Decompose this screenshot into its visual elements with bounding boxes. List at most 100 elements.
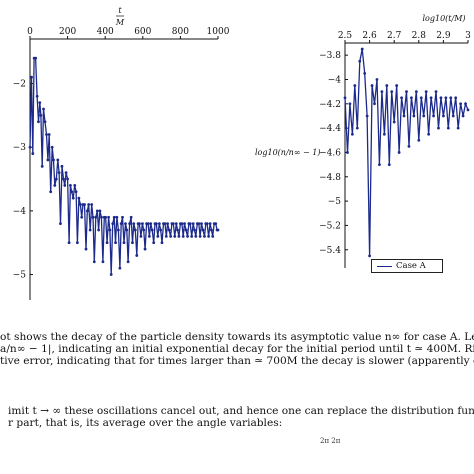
data-point bbox=[77, 196, 81, 200]
data-point bbox=[37, 120, 40, 124]
data-point bbox=[385, 84, 389, 87]
y-tick-label: −4.2 bbox=[319, 100, 341, 110]
data-point bbox=[456, 126, 460, 130]
data-point bbox=[154, 222, 158, 226]
data-point bbox=[91, 215, 95, 219]
data-point bbox=[188, 222, 192, 226]
data-point bbox=[69, 184, 72, 187]
data-point bbox=[57, 171, 61, 175]
data-point bbox=[358, 59, 362, 63]
data-point bbox=[143, 247, 147, 251]
data-point bbox=[184, 228, 188, 232]
caption-line-1: ot shows the decay of the particle densi… bbox=[0, 331, 474, 343]
data-point bbox=[108, 228, 112, 232]
x-tick-label: 0 bbox=[27, 27, 33, 37]
data-point bbox=[122, 241, 126, 245]
data-point bbox=[166, 222, 170, 226]
x-tick-label: 600 bbox=[134, 27, 151, 37]
data-point bbox=[346, 151, 349, 154]
data-point bbox=[380, 90, 384, 94]
data-point bbox=[49, 190, 53, 194]
data-point bbox=[87, 203, 91, 206]
data-point bbox=[190, 234, 194, 238]
data-point bbox=[73, 184, 77, 187]
data-point bbox=[85, 209, 89, 213]
data-point bbox=[464, 102, 467, 106]
data-point bbox=[171, 222, 175, 226]
data-point bbox=[94, 215, 98, 219]
data-point bbox=[132, 222, 136, 226]
data-point bbox=[360, 47, 364, 51]
data-point bbox=[74, 190, 78, 194]
data-point bbox=[142, 228, 146, 232]
x-axis-label-denominator: M bbox=[115, 18, 125, 27]
data-point bbox=[50, 145, 54, 149]
data-point bbox=[88, 228, 92, 232]
data-point bbox=[128, 222, 132, 226]
data-point bbox=[111, 222, 115, 226]
data-point bbox=[444, 96, 448, 100]
data-point bbox=[105, 241, 109, 245]
data-point bbox=[60, 164, 64, 168]
x-tick-label: 1000 bbox=[207, 27, 230, 37]
data-point bbox=[109, 273, 113, 276]
data-point bbox=[439, 96, 443, 100]
data-point bbox=[98, 209, 102, 213]
data-point bbox=[157, 222, 161, 226]
data-point bbox=[466, 108, 470, 112]
data-point bbox=[124, 222, 127, 226]
data-point bbox=[461, 114, 465, 118]
legend: Case A bbox=[371, 259, 443, 273]
data-point bbox=[173, 234, 177, 238]
x-tick-label: 2.7 bbox=[387, 31, 402, 41]
data-point bbox=[95, 209, 99, 213]
data-point bbox=[400, 96, 403, 100]
data-point bbox=[118, 266, 122, 270]
data-point bbox=[97, 228, 101, 232]
data-point bbox=[177, 234, 181, 238]
legend-swatch bbox=[377, 266, 392, 267]
data-point bbox=[407, 144, 411, 148]
caption-line-3: tive error, indicating that for times la… bbox=[0, 355, 474, 367]
data-point bbox=[203, 234, 206, 238]
data-point bbox=[115, 215, 119, 219]
data-point bbox=[146, 222, 150, 226]
data-point bbox=[363, 72, 367, 75]
data-point bbox=[198, 234, 202, 238]
data-point bbox=[30, 75, 33, 79]
data-point bbox=[382, 132, 386, 136]
data-point bbox=[83, 203, 86, 206]
data-point bbox=[28, 145, 32, 149]
data-point bbox=[194, 234, 198, 238]
data-point bbox=[197, 222, 201, 226]
data-point bbox=[45, 133, 48, 136]
data-point bbox=[397, 151, 401, 154]
data-point bbox=[78, 203, 82, 206]
data-point bbox=[100, 215, 103, 219]
data-point bbox=[116, 228, 120, 232]
x-tick-label: 200 bbox=[59, 27, 76, 37]
data-point bbox=[365, 114, 369, 118]
x-tick-label: 800 bbox=[172, 27, 189, 37]
data-point bbox=[129, 215, 133, 219]
data-point bbox=[43, 120, 47, 124]
y-tick-label: −4.8 bbox=[319, 173, 341, 183]
data-point bbox=[375, 78, 379, 81]
data-point bbox=[449, 96, 453, 100]
data-point bbox=[200, 222, 203, 226]
data-point bbox=[442, 114, 445, 118]
data-point bbox=[355, 126, 359, 130]
data-point bbox=[119, 222, 123, 226]
data-point bbox=[180, 222, 184, 226]
data-point bbox=[62, 177, 65, 181]
data-point bbox=[147, 234, 151, 238]
y-tick-label: −5 bbox=[13, 271, 27, 281]
data-point bbox=[417, 138, 421, 142]
data-point bbox=[52, 158, 55, 162]
x-tick-label: 3 bbox=[465, 31, 471, 41]
x-tick-label: 2.8 bbox=[412, 31, 427, 41]
data-point bbox=[437, 126, 440, 130]
data-point bbox=[186, 234, 189, 238]
data-point bbox=[40, 164, 44, 168]
